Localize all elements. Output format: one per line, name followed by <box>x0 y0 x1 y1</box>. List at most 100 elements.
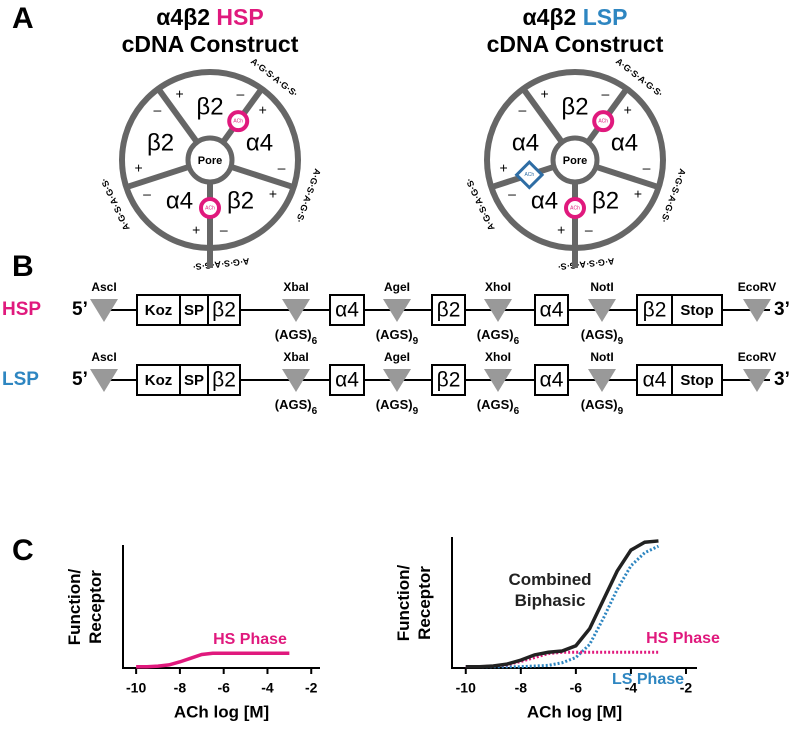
ach-label: ACh <box>233 118 243 124</box>
subunit-label: α4 <box>246 129 273 156</box>
box-label: α4 <box>540 369 564 392</box>
site-label: XbaI <box>283 280 308 294</box>
x-tick-label: -8 <box>174 680 187 696</box>
linker-label: (AGS)6 <box>275 327 318 346</box>
subunit-boundary <box>594 163 660 191</box>
three-prime: 3’ <box>774 369 790 390</box>
restriction-site <box>743 299 771 322</box>
linker-label: (AGS)6 <box>275 397 318 416</box>
axes <box>451 537 697 669</box>
curve <box>136 651 290 669</box>
series-label: LS Phase <box>612 671 684 688</box>
pore <box>185 135 235 185</box>
interface-sign: – <box>278 159 286 175</box>
interface-sign: + <box>175 85 183 101</box>
restriction-site <box>743 369 771 392</box>
subunit-label: β2 <box>147 129 174 156</box>
linker-text: A·G·S·A·G·S· <box>192 256 250 272</box>
gene-box <box>329 294 365 326</box>
subunit-label: β2 <box>561 93 588 120</box>
x-tick-label: -2 <box>305 680 318 696</box>
panel-label: A <box>12 2 34 35</box>
interface-sign: – <box>220 221 228 237</box>
ach-label: ACh <box>598 118 608 124</box>
pore-label: Pore <box>563 155 587 167</box>
three-prime: 3’ <box>774 299 790 320</box>
gene-box <box>431 364 466 396</box>
box-label: β2 <box>437 299 461 322</box>
linker-text: (AGS) <box>581 327 618 342</box>
linker-label: (AGS)6 <box>477 327 520 346</box>
interface-sign: + <box>540 85 548 101</box>
box-label: α4 <box>643 369 667 392</box>
interface-sign: – <box>143 186 151 202</box>
gene-box <box>329 364 365 396</box>
ach-site-hs <box>227 110 250 133</box>
linker-repeat: 6 <box>514 336 520 347</box>
subunit-label: β2 <box>196 93 223 120</box>
gene-box <box>207 364 241 396</box>
subunit-label: β2 <box>592 187 619 214</box>
gene-box <box>671 364 723 396</box>
subunit-label: α4 <box>611 129 638 156</box>
subunit-label: α4 <box>531 187 558 214</box>
interface-sign: + <box>499 159 507 175</box>
linker-repeat: 9 <box>618 336 624 347</box>
subunit-boundary <box>125 163 191 191</box>
x-tick-label: -10 <box>126 680 146 696</box>
pore <box>550 135 600 185</box>
site-label: AgeI <box>384 350 410 364</box>
box-label: α4 <box>335 369 359 392</box>
linker-label: (AGS)9 <box>581 397 624 416</box>
interface-sign: – <box>518 102 526 118</box>
construct-title: α4β2 HSP <box>156 4 263 30</box>
interface-sign: – <box>153 102 161 118</box>
row-label: LSP <box>2 369 39 390</box>
linker-text: (AGS) <box>376 327 413 342</box>
linker-repeat: 6 <box>312 406 318 417</box>
gene-box <box>431 294 466 326</box>
gene-box <box>636 364 673 396</box>
linker-text: (AGS) <box>275 397 312 412</box>
box-label: α4 <box>540 299 564 322</box>
gene-box <box>179 364 209 396</box>
pore-label: Pore <box>198 155 222 167</box>
restriction-site <box>383 299 411 322</box>
gene-box <box>136 364 181 396</box>
box-label: SP <box>184 372 204 389</box>
five-prime: 5’ <box>72 299 88 320</box>
title-name: HSP <box>216 4 263 30</box>
subunit-boundary <box>229 163 295 191</box>
subunit-label: α4 <box>512 129 539 156</box>
linker-text: (AGS) <box>376 397 413 412</box>
site-label: NotI <box>590 280 613 294</box>
box-label: Koz <box>145 372 173 389</box>
linker-label: (AGS)9 <box>581 327 624 346</box>
subunit-label: β2 <box>227 187 254 214</box>
restriction-site <box>484 299 512 322</box>
linker-text: A·G·S·A·G·S· <box>557 256 615 272</box>
site-label: AgeI <box>384 280 410 294</box>
x-tick-label: -10 <box>456 680 476 696</box>
interface-sign: – <box>602 85 610 101</box>
construct-subtitle: cDNA Construct <box>122 31 299 57</box>
restriction-site <box>383 369 411 392</box>
linker-repeat: 9 <box>413 406 419 417</box>
interface-sign: + <box>259 102 267 118</box>
linker-text: (AGS) <box>477 327 514 342</box>
box-label: β2 <box>643 299 667 322</box>
interface-sign: – <box>643 159 651 175</box>
linker-repeat: 6 <box>514 406 520 417</box>
linker-label: (AGS)6 <box>477 397 520 416</box>
box-label: β2 <box>437 369 461 392</box>
series-label: HS Phase <box>646 630 720 647</box>
x-tick-label: -6 <box>217 680 230 696</box>
subunit-boundary <box>520 87 565 144</box>
site-label: AscI <box>91 280 116 294</box>
box-label: Stop <box>680 302 713 319</box>
linker-label: (AGS)9 <box>376 327 419 346</box>
series-label: Combined Biphasic <box>508 570 592 610</box>
construct-subtitle: cDNA Construct <box>487 31 664 57</box>
y-axis-label: Function/ Receptor <box>65 568 105 645</box>
